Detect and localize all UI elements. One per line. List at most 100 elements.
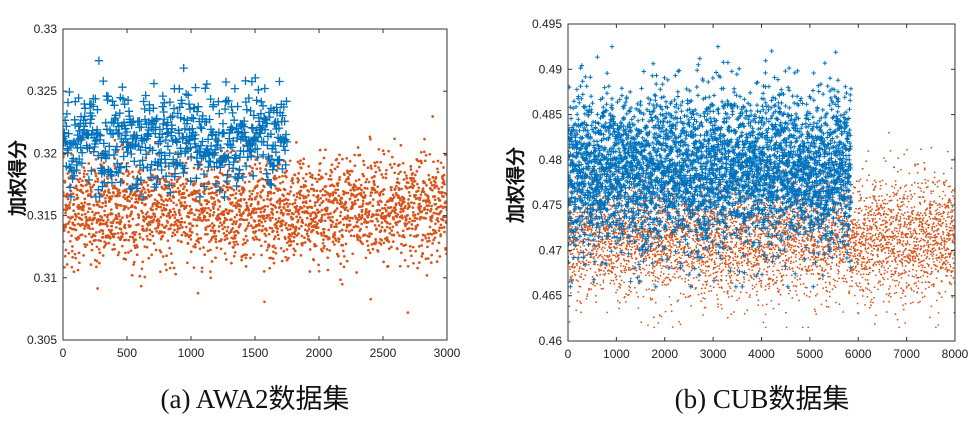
data-point — [610, 242, 613, 245]
data-point — [690, 228, 693, 231]
data-point — [153, 198, 157, 202]
data-point — [612, 254, 614, 257]
data-point — [128, 172, 131, 175]
data-point — [625, 222, 628, 225]
data-point — [226, 225, 230, 229]
data-point — [249, 202, 253, 206]
data-point — [654, 301, 657, 304]
data-point — [98, 261, 101, 265]
data-point — [151, 208, 154, 212]
data-point — [192, 166, 196, 170]
data-point — [399, 144, 403, 147]
data-point — [274, 206, 278, 209]
data-point — [318, 210, 321, 214]
data-point — [342, 265, 346, 269]
data-point — [148, 223, 152, 226]
data-point — [300, 234, 304, 238]
data-point — [423, 207, 427, 211]
data-point — [639, 231, 642, 234]
data-point — [209, 100, 218, 109]
data-point — [295, 141, 298, 144]
data-point — [158, 130, 167, 139]
data-point — [669, 252, 672, 255]
data-point — [576, 211, 579, 214]
data-point — [596, 282, 598, 285]
data-point — [568, 266, 571, 268]
data-point — [369, 137, 372, 141]
data-point — [265, 216, 268, 220]
data-point — [346, 209, 350, 212]
data-point — [417, 245, 421, 248]
data-point — [676, 238, 679, 241]
data-point — [404, 243, 408, 247]
data-point — [574, 274, 577, 277]
data-point — [425, 274, 429, 277]
data-point — [443, 230, 446, 234]
data-point — [400, 187, 403, 191]
data-point — [439, 210, 443, 213]
data-point — [140, 267, 144, 271]
data-point — [190, 207, 193, 211]
data-point — [275, 155, 284, 164]
data-point — [371, 219, 374, 223]
data-point — [633, 245, 636, 248]
data-point — [245, 218, 249, 222]
data-point — [359, 183, 363, 187]
data-point — [278, 111, 287, 120]
data-point — [99, 76, 108, 86]
data-point — [442, 166, 445, 169]
data-point — [240, 258, 243, 262]
data-point — [145, 234, 149, 238]
data-point — [337, 254, 340, 258]
data-point — [63, 109, 72, 119]
data-point — [329, 212, 332, 215]
data-point — [244, 265, 248, 268]
data-point — [350, 201, 354, 204]
data-point — [429, 181, 433, 184]
data-point — [402, 178, 406, 181]
data-point — [670, 265, 673, 268]
data-point — [647, 247, 650, 249]
data-point — [294, 229, 297, 232]
data-point — [652, 274, 655, 277]
data-point — [330, 163, 334, 167]
data-point — [373, 175, 376, 178]
data-point — [267, 244, 271, 248]
data-point — [266, 194, 270, 198]
data-point — [265, 179, 275, 188]
data-point — [659, 206, 661, 209]
data-point — [356, 198, 360, 202]
data-point — [164, 208, 168, 211]
data-point — [645, 216, 648, 219]
data-point — [365, 187, 369, 190]
data-point — [249, 224, 253, 227]
data-point — [272, 244, 276, 248]
data-point — [221, 77, 231, 87]
data-point — [407, 220, 411, 224]
data-point — [297, 212, 301, 216]
data-point — [434, 176, 438, 179]
data-point — [351, 206, 354, 210]
data-point — [214, 256, 217, 260]
data-point — [427, 195, 430, 198]
data-point — [162, 199, 165, 203]
data-point — [174, 150, 177, 154]
data-point — [240, 116, 249, 126]
data-point — [323, 193, 327, 197]
data-point — [655, 224, 658, 227]
data-point — [609, 238, 611, 241]
data-point — [210, 168, 214, 171]
data-point — [570, 240, 573, 242]
data-point — [274, 156, 283, 165]
data-point — [410, 179, 413, 182]
data-point — [211, 145, 220, 154]
data-point — [573, 270, 576, 273]
data-point — [615, 278, 618, 281]
data-point — [417, 186, 421, 190]
data-point — [359, 191, 363, 195]
data-point — [308, 270, 312, 273]
data-point — [232, 149, 236, 153]
data-point — [672, 215, 675, 218]
data-point — [251, 73, 260, 83]
data-point — [284, 255, 288, 259]
